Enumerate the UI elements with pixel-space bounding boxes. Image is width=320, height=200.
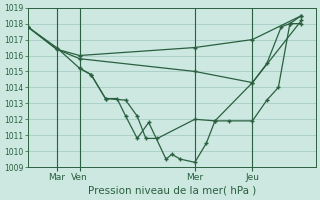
- X-axis label: Pression niveau de la mer( hPa ): Pression niveau de la mer( hPa ): [88, 186, 256, 196]
